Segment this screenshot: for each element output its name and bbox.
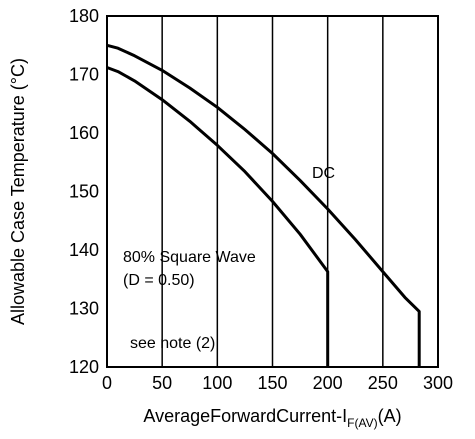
x-axis-title-main: AverageForwardCurrent-I [143,406,347,426]
y-tick-label: 150 [69,182,99,202]
grid-lines [161,16,384,367]
x-tick-label: 300 [423,373,453,393]
y-tick-label: 180 [69,6,99,26]
y-axis-title: Allowable Case Temperature (°C) [8,58,28,325]
series-line-dc [106,43,421,367]
x-tick-label: 250 [368,373,398,393]
series-line-80-square-wave [106,66,330,367]
x-tick-label: 50 [152,373,172,393]
y-tick-label: 160 [69,123,99,143]
x-tick-label: 150 [257,373,287,393]
x-tick-label: 100 [202,373,232,393]
y-tick-label: 170 [69,65,99,85]
x-tick-label: 200 [313,373,343,393]
plot-frame [106,15,439,368]
dc-series-label: DC [312,165,335,182]
x-axis-title: AverageForwardCurrent-IF(AV)(A) [143,406,401,430]
series-lines [106,43,421,367]
y-tick-label: 130 [69,299,99,319]
duty-cycle-label: (D = 0.50) [123,272,195,289]
x-axis-title-unit: (A) [378,406,402,426]
x-axis-title-subscript: F(AV) [347,416,377,430]
y-tick-label: 120 [69,357,99,377]
tick-labels: 0 50 100 150 200 250 300 120 130 140 150 160 170 180 [69,6,453,393]
x-tick-label: 0 [102,373,112,393]
note-label: see note (2) [130,335,215,352]
y-tick-label: 140 [69,240,99,260]
square-wave-series-label: 80% Square Wave [123,249,256,266]
